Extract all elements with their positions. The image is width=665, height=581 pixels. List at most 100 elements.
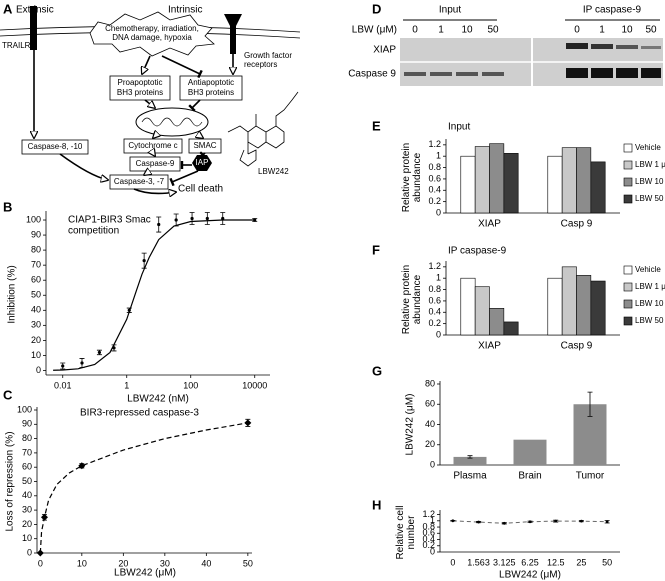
y-tick-label: 100 <box>17 404 32 414</box>
y-tick-label: 0 <box>436 207 441 217</box>
western-blot: D <box>372 1 663 86</box>
arrow <box>59 153 108 180</box>
panel-letter: E <box>372 118 381 133</box>
x-tick-label: Casp 9 <box>561 219 593 230</box>
chart-title: CIAP1-BIR3 Smac <box>68 215 151 226</box>
point <box>221 216 225 221</box>
chart-title: BIR3-repressed caspase-3 <box>80 408 199 419</box>
y-tick-label: 0.8 <box>428 284 441 294</box>
y-axis-label: number <box>406 515 417 550</box>
y-axis-label: Relative cell <box>395 506 406 560</box>
legend-label: LBW 50 μM <box>635 316 665 325</box>
bar <box>561 266 577 336</box>
arrow <box>169 170 199 187</box>
arrow <box>153 136 155 138</box>
label: Intrinsic <box>168 5 202 16</box>
legend-swatch <box>623 299 633 309</box>
label: Antiapoptotic <box>188 78 234 87</box>
y-tick-label: 0 <box>430 459 435 469</box>
lane-label: 0 <box>574 25 580 36</box>
y-axis-label: LBW242 (μM) <box>405 394 416 456</box>
x-tick-label: 0 <box>38 558 43 568</box>
lane-label: 1 <box>438 25 444 36</box>
y-tick-label: 0.2 <box>428 196 441 206</box>
error-bar <box>587 391 593 417</box>
point <box>112 346 116 350</box>
point <box>157 222 161 227</box>
stress-burst <box>89 11 215 57</box>
point <box>205 216 209 221</box>
label: Caspase-3, -7 <box>114 177 165 186</box>
x-tick-label: Plasma <box>453 471 487 482</box>
label: Cytochrome c <box>128 141 177 150</box>
legend-swatch <box>623 194 633 204</box>
band <box>430 72 452 76</box>
y-axis-label: Relative protein <box>401 265 412 334</box>
y-tick-label: 0 <box>27 547 32 557</box>
structure <box>227 91 299 167</box>
bar <box>590 161 606 214</box>
point <box>174 218 178 222</box>
label: Growth factor <box>244 51 292 60</box>
panel-letter: G <box>372 363 382 378</box>
legend-swatch <box>623 177 633 187</box>
box <box>21 139 89 155</box>
y-tick-label: 90 <box>31 229 41 239</box>
legend-label: Vehicle <box>635 143 661 152</box>
lane-label: 10 <box>461 25 473 36</box>
x-tick-label: 20 <box>118 558 128 568</box>
legend-label: LBW 10 μM <box>635 299 665 308</box>
lane-label: 50 <box>645 25 657 36</box>
y-tick-label: 50 <box>22 476 32 486</box>
x-tick-label: 0.01 <box>54 380 72 390</box>
legend-label: LBW 10 μM <box>635 177 665 186</box>
iap <box>192 155 212 171</box>
legend-label: LBW 1 μM <box>635 160 665 169</box>
y-axis-label: abundance <box>412 274 423 324</box>
point <box>580 519 583 523</box>
y-tick-label: 80 <box>425 378 435 388</box>
y-tick-label: 1 <box>430 515 435 525</box>
band <box>616 68 638 78</box>
point <box>40 513 48 521</box>
bar <box>547 277 563 336</box>
row-label: XIAP <box>373 45 396 56</box>
cristae <box>141 117 203 127</box>
point <box>78 462 86 470</box>
y-tick-label: 0.6 <box>428 173 441 183</box>
point <box>528 520 532 524</box>
legend-label: Vehicle <box>635 265 661 274</box>
arrow <box>199 151 207 159</box>
bar <box>590 280 606 336</box>
point <box>142 259 146 263</box>
y-tick-label: 80 <box>22 433 32 443</box>
panel-letter: D <box>372 1 381 16</box>
x-tick-label: 40 <box>201 558 211 568</box>
point <box>190 216 194 221</box>
arrow <box>142 55 151 74</box>
label: IAP <box>196 158 209 167</box>
arrow <box>153 153 155 156</box>
y-tick-label: 0.4 <box>422 534 435 544</box>
receptor <box>30 6 37 50</box>
lane-label: 1 <box>599 25 605 36</box>
label: receptors <box>244 60 277 69</box>
label: BH3 proteins <box>117 88 163 97</box>
lane-label: 50 <box>487 25 499 36</box>
band <box>566 43 588 49</box>
x-tick-label: Casp 9 <box>561 341 593 352</box>
x-tick-label: 30 <box>160 558 170 568</box>
bar <box>460 155 476 214</box>
panel-letter: B <box>3 199 12 214</box>
point <box>554 519 558 523</box>
point <box>61 364 65 368</box>
label: Chemotherapy, irradiation, <box>105 24 199 33</box>
x-tick-label: 0 <box>450 557 455 567</box>
arrow <box>200 136 203 138</box>
y-tick-label: 0.4 <box>428 307 441 317</box>
x-axis-label: LBW242 (μM) <box>499 570 561 581</box>
error-bar <box>467 455 473 459</box>
bar <box>453 456 487 465</box>
x-axis-label: LBW242 (μM) <box>114 568 176 579</box>
